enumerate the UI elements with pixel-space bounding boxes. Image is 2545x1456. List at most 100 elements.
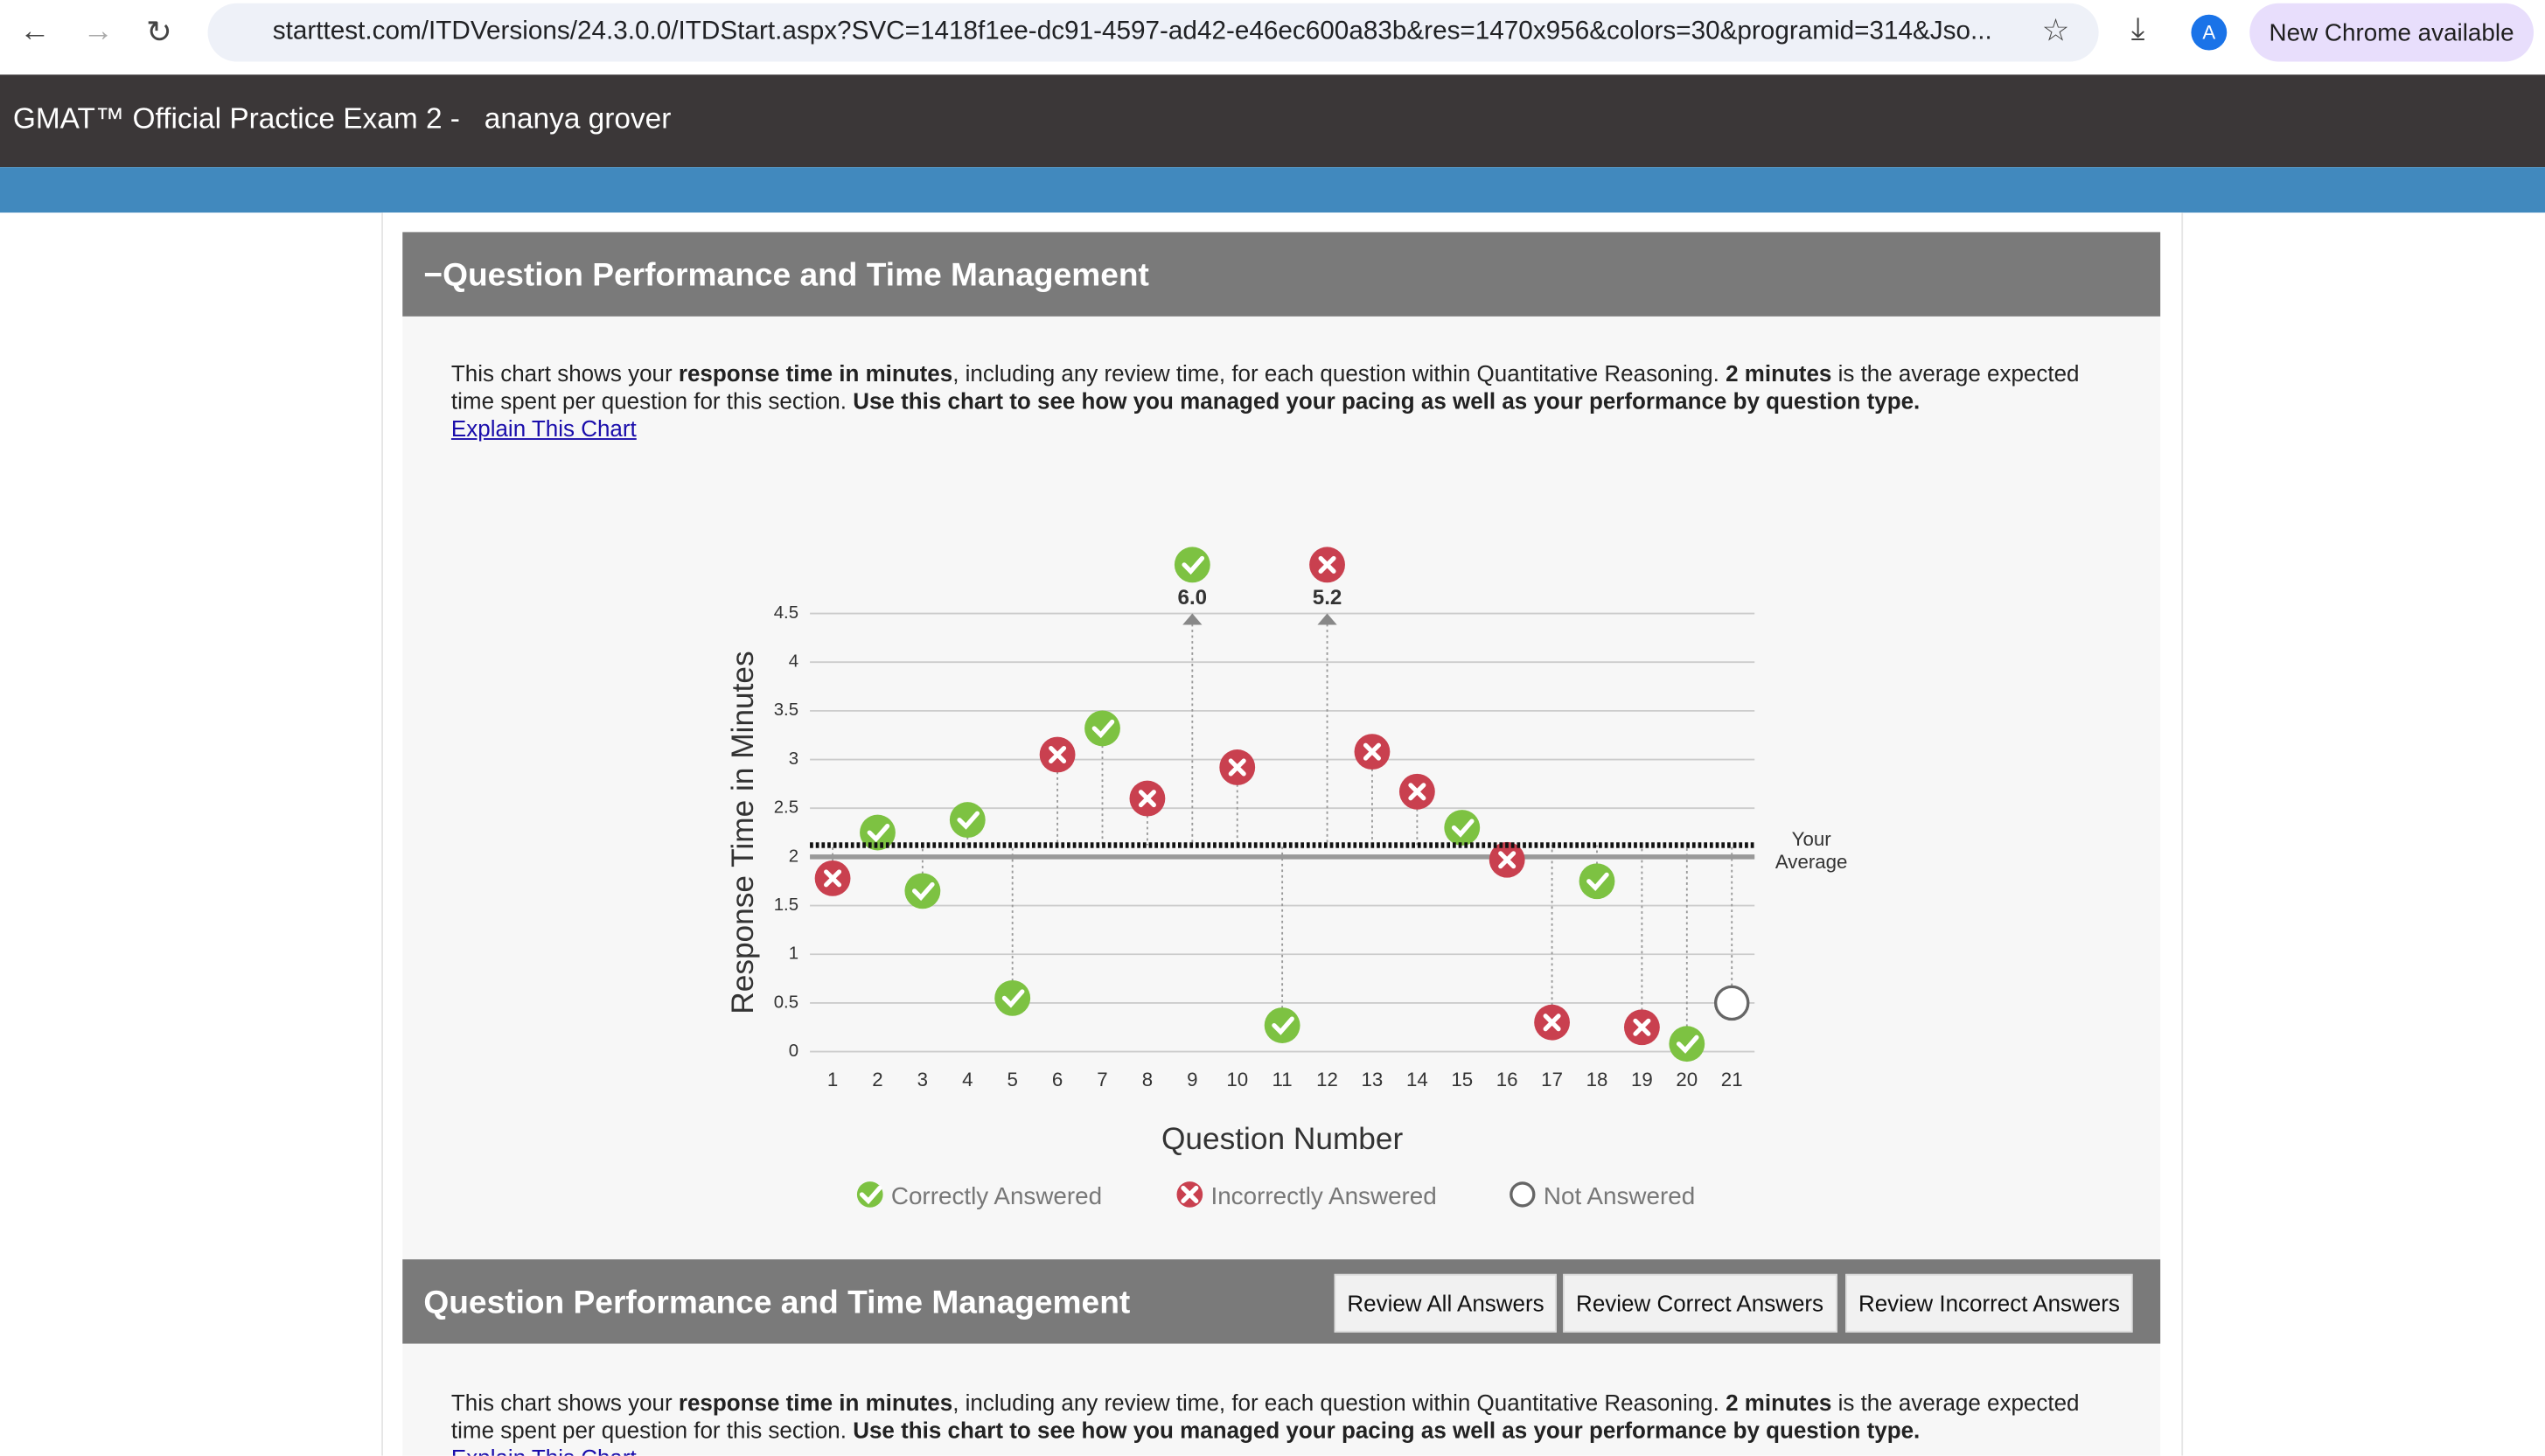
x-tick-label: 7 (1097, 1069, 1107, 1090)
text-run: 2 minutes (1726, 360, 1832, 387)
data-point (904, 873, 941, 909)
marker-bg (994, 979, 1031, 1016)
bookmark-button[interactable]: ☆ (2041, 14, 2070, 49)
x-tick-label: 6 (1052, 1069, 1063, 1090)
forward-button[interactable]: → (82, 14, 114, 49)
exam-title: GMAT™ Official Practice Exam 2 - (12, 101, 460, 136)
review-button[interactable]: Review Incorrect Answers (1845, 1273, 2133, 1333)
data-point (1354, 734, 1391, 770)
x-tick-label: 8 (1142, 1069, 1153, 1090)
x-icon (1318, 555, 1336, 574)
value-label: 6.0 (1178, 586, 1208, 610)
legend-icon (1176, 1181, 1203, 1208)
text-run: This chart shows your (450, 360, 679, 387)
x-icon (824, 869, 842, 888)
text-run: Use this chart to see how you managed yo… (853, 387, 1921, 415)
marker-bg (1510, 1181, 1536, 1208)
y-tick-label: 2.5 (774, 798, 798, 818)
user-name: ananya grover (484, 101, 672, 136)
x-icon (1543, 1014, 1561, 1032)
paragraph: This chart shows your response time in m… (451, 1390, 2080, 1443)
check-icon (957, 811, 980, 830)
data-point (949, 802, 986, 839)
y-tick-label: 4 (789, 652, 798, 672)
y-tick-label: 1 (789, 944, 798, 964)
x-tick-label: 16 (1496, 1069, 1518, 1090)
x-tick-label: 17 (1541, 1069, 1563, 1090)
nav-strip (0, 167, 2545, 213)
review-button[interactable]: Review All Answers (1334, 1273, 1558, 1333)
y-tick-label: 1.5 (774, 895, 798, 915)
check-icon (1091, 719, 1115, 739)
reload-button[interactable]: ↻ (146, 16, 172, 51)
x-tick-label: 13 (1362, 1069, 1384, 1090)
marker-bg (1669, 1026, 1705, 1062)
x-tick-label: 3 (917, 1069, 928, 1090)
text-run: 2 minutes (1726, 1389, 1832, 1416)
update-button[interactable]: New Chrome available (2249, 3, 2534, 62)
data-point (1264, 1007, 1300, 1043)
value-label: 5.2 (1313, 586, 1342, 610)
browser-bar: ← → ↻ starttest.com/ITDVersions/24.3.0.0… (0, 0, 2545, 68)
marker-bg (1444, 810, 1481, 846)
y-tick-label: 0.5 (774, 993, 798, 1012)
x-icon (1498, 851, 1517, 869)
data-point (1669, 1026, 1705, 1062)
description: This chart shows your response time in m… (451, 360, 2115, 443)
text-run: Use this chart to see how you managed yo… (853, 1417, 1921, 1443)
check-icon (1001, 989, 1025, 1008)
y-tick-label: 3.5 (774, 700, 798, 720)
explain-link[interactable]: Explain This Chart (451, 1445, 637, 1456)
address-bar[interactable]: starttest.com/ITDVersions/24.3.0.0/ITDSt… (207, 3, 2099, 62)
y-tick-label: 0 (789, 1041, 798, 1061)
text-run: is the average expected time spent per q… (450, 1389, 2080, 1443)
check-icon (1451, 819, 1475, 838)
x-tick-label: 4 (962, 1069, 973, 1090)
y-tick-label: 2 (789, 846, 798, 866)
x-tick-label: 21 (1721, 1069, 1743, 1090)
x-icon (1049, 745, 1067, 764)
check-icon (1272, 1016, 1294, 1035)
legend-icon (1510, 1181, 1536, 1208)
overflow-arrow (1182, 613, 1203, 625)
data-point (1174, 547, 1210, 583)
x-icon (1181, 1185, 1199, 1203)
x-tick-label: 18 (1586, 1069, 1608, 1090)
data-point (1534, 1004, 1570, 1041)
back-button[interactable]: ← (19, 14, 51, 49)
url: starttest.com/ITDVersions/24.3.0.0/ITDSt… (272, 17, 1992, 45)
profile-avatar[interactable]: A (2191, 14, 2228, 51)
marker-bg (860, 814, 896, 851)
download-button[interactable]: ⤓ (2130, 12, 2145, 47)
check-icon (911, 881, 935, 902)
marker-bg (1174, 547, 1210, 583)
explain-link[interactable]: Explain This Chart (450, 415, 637, 442)
data-point (1623, 1009, 1660, 1046)
data-point (1579, 863, 1615, 900)
text-run: is the average expected time spent per q… (450, 360, 2080, 415)
marker-bg (904, 873, 941, 909)
y-tick-label: 3 (789, 749, 798, 769)
x-icon (1408, 783, 1426, 801)
panel-header: Question Performance and Time Management… (402, 1259, 2161, 1344)
chart: 00.511.522.533.544.51 2 3 4 5 6 7 8 9 10 11 12 13 14 1… (726, 547, 1755, 1209)
panel-title: Question Performance and Time Management (423, 1285, 1131, 1321)
marker-bg (1579, 863, 1615, 900)
data-point (1219, 749, 1256, 785)
x-tick-label: 1 (827, 1069, 838, 1090)
overflow-arrow (1317, 613, 1337, 625)
x-tick-label: 15 (1451, 1069, 1473, 1090)
legend-label: Not Answered (1544, 1182, 1695, 1209)
marker-bg (1084, 710, 1120, 747)
y-tick-label: 4.5 (774, 603, 798, 623)
data-point (1713, 985, 1750, 1021)
marker-bg (1713, 985, 1750, 1021)
data-point (1444, 810, 1481, 846)
description: This chart shows your response time in m… (451, 1390, 2115, 1456)
y-axis-title: Response Time in Minutes (726, 651, 760, 1014)
review-button[interactable]: Review Correct Answers (1563, 1273, 1837, 1333)
paragraph: This chart shows your response time in m… (451, 360, 2080, 414)
collapse-icon[interactable]: − (423, 258, 443, 294)
